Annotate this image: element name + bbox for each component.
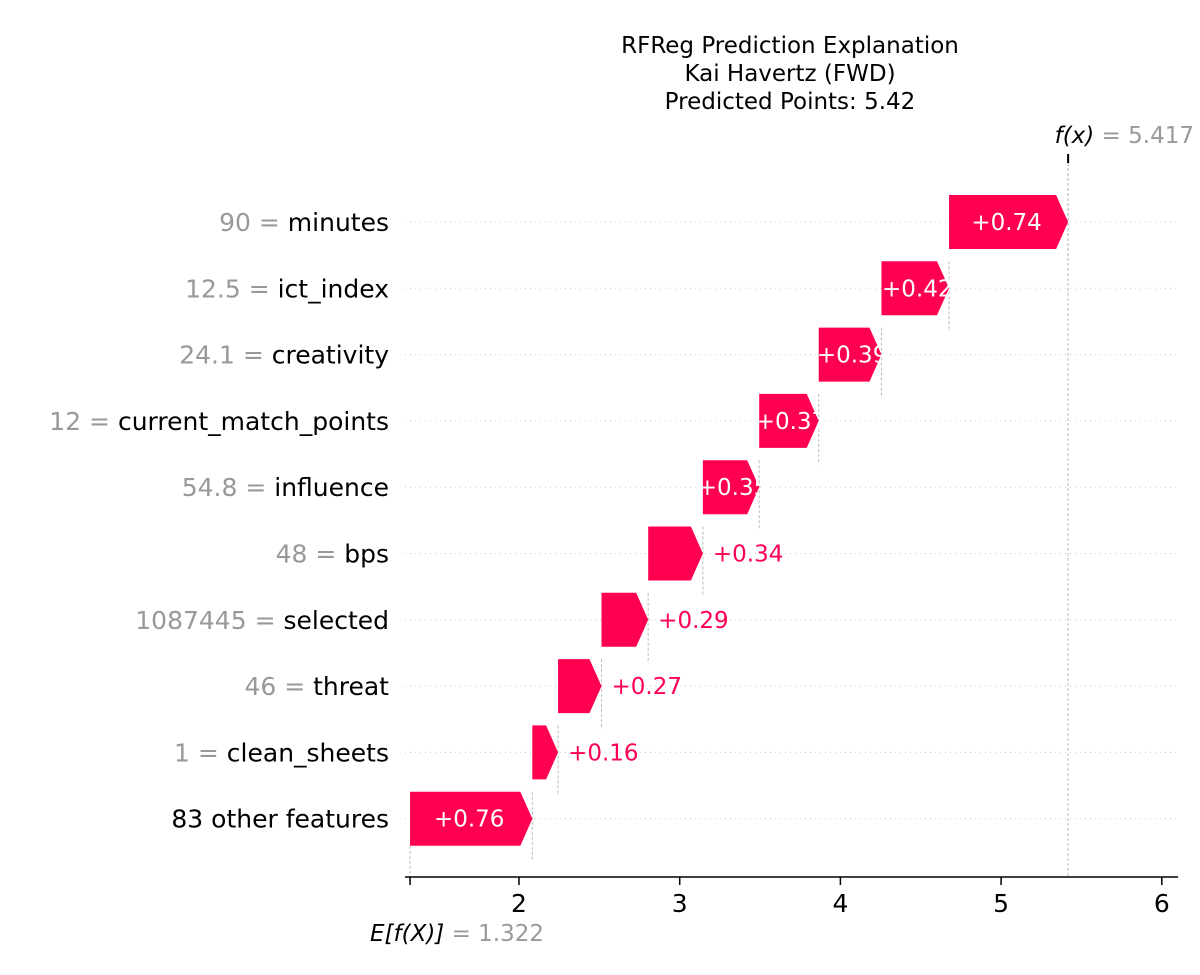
- chart-title: RFReg Prediction Explanation: [621, 33, 959, 59]
- x-tick-label: 6: [1154, 889, 1170, 918]
- feature-label: 1087445 = selected: [135, 606, 389, 635]
- feature-label: 12 = current_match_points: [49, 407, 389, 436]
- feature-name: ict_index: [278, 274, 389, 303]
- x-tick-label: 2: [511, 889, 527, 918]
- base-value-prefix: E[f(X)]: [370, 921, 452, 947]
- feature-name: threat: [313, 672, 389, 701]
- bar-label-minutes: +0.74: [971, 210, 1041, 236]
- chart-title-block: RFReg Prediction Explanation Kai Havertz…: [0, 32, 1200, 116]
- feature-value: 46 =: [244, 672, 313, 701]
- x-tick-label: 5: [993, 889, 1009, 918]
- feature-label: 1 = clean_sheets: [174, 738, 389, 767]
- bar-83-other-features: [410, 791, 533, 846]
- output-value-prefix: f(x): [1055, 123, 1102, 149]
- bar-minutes: [949, 195, 1069, 249]
- bar-label-83-other-features: +0.76: [434, 807, 504, 833]
- feature-label: 48 = bps: [276, 540, 389, 569]
- feature-label: 90 = minutes: [219, 208, 389, 237]
- feature-value: 1087445 =: [135, 606, 283, 635]
- output-value-number: = 5.417: [1102, 123, 1194, 149]
- bar-label-clean_sheets: +0.16: [568, 740, 638, 766]
- bar-threat: [558, 659, 602, 714]
- feature-value: 48 =: [276, 540, 345, 569]
- feature-value: 12.5 =: [185, 274, 278, 303]
- feature-value: 12 =: [49, 407, 118, 436]
- feature-label: 24.1 = creativity: [179, 341, 389, 370]
- feature-label: 83 other features: [171, 805, 389, 834]
- bar-influence: [702, 460, 760, 515]
- bar-label-threat: +0.27: [612, 674, 682, 700]
- feature-name: bps: [344, 540, 389, 569]
- bar-ict_index: [881, 261, 950, 316]
- feature-value: 1 =: [174, 738, 227, 767]
- feature-name: clean_sheets: [227, 738, 389, 767]
- feature-value: 54.8 =: [182, 473, 275, 502]
- bar-label-selected: +0.29: [658, 608, 728, 634]
- feature-value: 24.1 =: [179, 341, 272, 370]
- feature-name: selected: [283, 606, 389, 635]
- bar-label-influence: +0.35: [698, 475, 768, 501]
- x-tick-label: 4: [832, 889, 848, 918]
- bar-label-current_match_points: +0.37: [756, 409, 826, 435]
- bar-label-ict_index: +0.42: [882, 276, 952, 302]
- bar-clean_sheets: [532, 725, 559, 780]
- feature-name: influence: [274, 473, 389, 502]
- bar-current_match_points: [759, 393, 819, 448]
- feature-value: 90 =: [219, 208, 288, 237]
- bar-selected: [601, 592, 649, 647]
- base-value-label: E[f(X)] = 1.322: [370, 921, 544, 947]
- bar-creativity: [818, 327, 882, 382]
- feature-label: 54.8 = influence: [182, 473, 389, 502]
- bar-label-creativity: +0.39: [817, 343, 887, 369]
- feature-name: minutes: [288, 208, 389, 237]
- feature-label: 46 = threat: [244, 672, 389, 701]
- feature-name: 83 other features: [171, 805, 389, 834]
- chart-subtitle-prediction: Predicted Points: 5.42: [664, 89, 916, 115]
- bar-label-bps: +0.34: [713, 542, 783, 568]
- bar-bps: [648, 526, 703, 581]
- output-value-label: f(x) = 5.417: [1055, 123, 1194, 149]
- base-value-number: = 1.322: [452, 921, 544, 947]
- chart-subtitle-player: Kai Havertz (FWD): [684, 61, 896, 87]
- feature-name: current_match_points: [118, 407, 389, 436]
- feature-label: 12.5 = ict_index: [185, 274, 389, 303]
- x-tick-label: 3: [672, 889, 688, 918]
- feature-name: creativity: [272, 341, 389, 370]
